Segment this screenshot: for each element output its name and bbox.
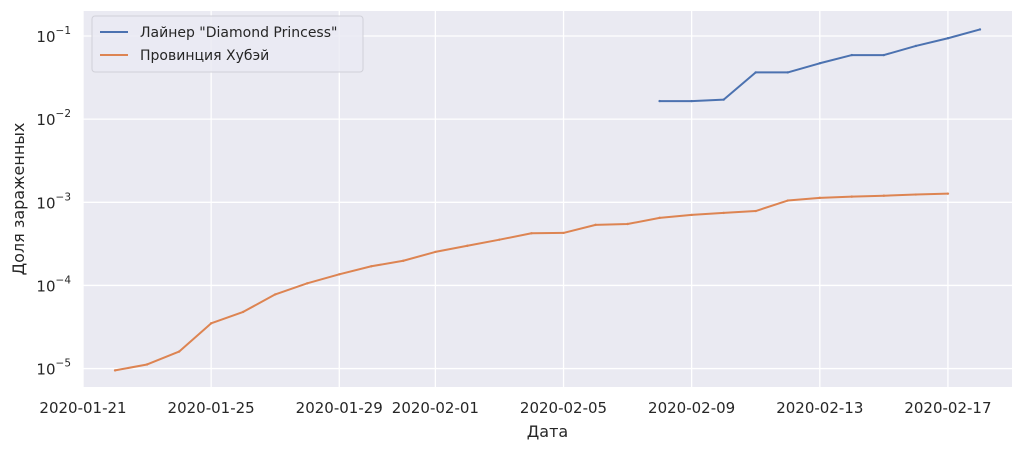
legend-label: Лайнер "Diamond Princess" — [140, 25, 337, 41]
y-tick-label: 10−5 — [36, 358, 71, 379]
data-point — [978, 28, 982, 31]
y-axis-label: Доля зараженных — [9, 123, 28, 276]
data-point — [786, 199, 789, 202]
series-1 — [113, 192, 950, 372]
x-tick-label: 2020-02-05 — [520, 399, 607, 417]
y-tick-labels: 10−110−210−310−410−5 — [36, 25, 71, 379]
data-point — [658, 99, 661, 103]
data-point — [338, 273, 341, 276]
y-tick-mantissa: 10 — [36, 111, 55, 129]
x-tick-label: 2020-02-09 — [648, 399, 735, 417]
data-point — [882, 194, 886, 197]
series-layer — [113, 28, 982, 372]
data-point — [946, 37, 950, 40]
data-point — [818, 196, 821, 200]
data-point — [690, 99, 693, 103]
x-tick-label: 2020-01-25 — [168, 399, 255, 417]
x-tick-label: 2020-02-01 — [392, 399, 479, 417]
data-point — [690, 213, 693, 217]
y-tick-exponent: −3 — [56, 191, 71, 203]
data-point — [241, 310, 245, 314]
legend-box — [91, 15, 364, 73]
data-point — [402, 259, 405, 262]
data-point — [594, 223, 597, 227]
data-point — [466, 244, 469, 247]
y-tick-mantissa: 10 — [36, 361, 55, 379]
y-tick-label: 10−4 — [36, 274, 71, 295]
data-point — [754, 71, 757, 74]
legend-label: Провинция Хубэй — [140, 48, 269, 64]
x-tick-labels: 2020-01-21 2020-01-25 2020-01-29 2020-02-01… — [39, 399, 991, 417]
data-point — [850, 195, 854, 198]
data-point — [786, 71, 789, 74]
x-tick-label: 2020-01-21 — [39, 399, 126, 417]
data-point — [562, 231, 565, 235]
data-point — [113, 369, 117, 372]
data-point — [306, 282, 309, 285]
y-tick-label: 10−1 — [36, 25, 71, 46]
data-point — [818, 62, 821, 65]
data-point — [274, 293, 277, 296]
data-point — [370, 265, 373, 268]
y-tick-mantissa: 10 — [36, 277, 55, 295]
data-point — [434, 250, 437, 254]
x-tick-label: 2020-02-17 — [904, 399, 991, 417]
data-point — [530, 232, 533, 235]
x-gridlines — [82, 11, 949, 387]
data-point — [498, 238, 501, 241]
y-tick-exponent: −2 — [56, 108, 71, 120]
x-axis-label: Дата — [527, 422, 568, 441]
data-point — [882, 53, 886, 57]
data-point — [914, 44, 918, 48]
data-point — [658, 216, 661, 220]
x-tick-label: 2020-01-29 — [296, 399, 383, 417]
y-tick-label: 10−2 — [36, 108, 71, 129]
y-tick-exponent: −4 — [56, 274, 72, 286]
series-0 — [658, 28, 982, 103]
data-point — [209, 322, 213, 325]
plot-area — [83, 11, 1012, 387]
y-tick-exponent: −5 — [56, 358, 71, 370]
data-point — [177, 350, 181, 353]
data-point — [722, 211, 725, 215]
data-point — [914, 193, 918, 196]
y-tick-label: 10−3 — [36, 191, 71, 212]
data-point — [626, 222, 629, 226]
data-point — [754, 209, 757, 213]
y-tick-exponent: −1 — [56, 25, 71, 37]
data-point — [850, 53, 854, 57]
y-tick-mantissa: 10 — [36, 28, 55, 46]
y-tick-mantissa: 10 — [36, 194, 55, 212]
data-point — [946, 192, 950, 195]
data-point — [722, 98, 725, 101]
data-point — [145, 363, 149, 366]
x-tick-label: 2020-02-13 — [776, 399, 863, 417]
legend: Лайнер "Diamond Princess" Провинция Хубэй — [91, 15, 364, 73]
